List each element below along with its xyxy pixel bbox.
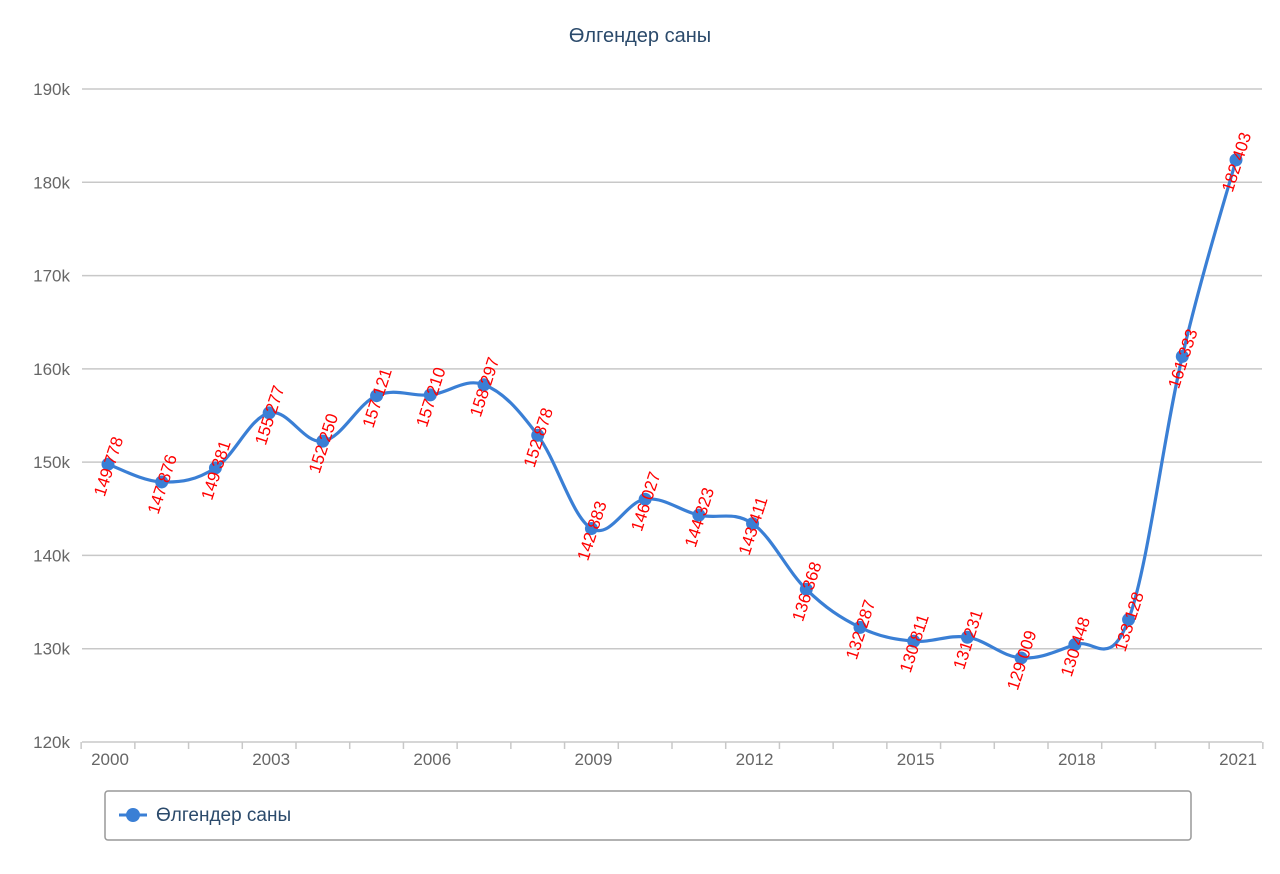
data-label-2002: 149 381 [198,438,235,502]
data-point-2000[interactable] [101,457,115,471]
chart-title: Өлгендер саны [569,25,711,47]
data-point-2010[interactable] [638,492,652,506]
data-label-2014: 132 287 [842,598,879,662]
x-tick-label: 2012 [736,750,774,769]
data-point-2001[interactable] [155,475,169,489]
data-point-2013[interactable] [799,582,813,596]
data-label-2013: 136 368 [789,559,826,623]
y-tick-label: 160k [33,360,70,379]
x-tick-label: 2003 [252,750,290,769]
legend[interactable]: Өлгендер саны [104,790,1192,841]
y-tick-label: 130k [33,640,70,659]
data-point-2003[interactable] [262,406,276,420]
x-tick-label: 2006 [413,750,451,769]
data-point-2012[interactable] [746,517,760,531]
data-point-2019[interactable] [1122,613,1136,627]
y-tick-label: 190k [33,80,70,99]
data-label-2005: 157 121 [359,366,396,430]
data-point-2004[interactable] [316,434,330,448]
data-label-2016: 131 231 [950,607,987,671]
y-tick-label: 180k [33,173,70,192]
data-point-2020[interactable] [1175,349,1189,363]
x-tick-label: 2018 [1058,750,1096,769]
data-label-2012: 143 411 [735,494,772,557]
legend-box [104,790,1192,841]
data-point-2006[interactable] [423,388,437,402]
data-point-2002[interactable] [208,461,222,475]
legend-point-marker [126,808,140,822]
data-point-2017[interactable] [1014,651,1028,665]
x-tick-label: 2021 [1219,750,1257,769]
data-point-2009[interactable] [584,522,598,536]
data-point-2021[interactable] [1229,153,1243,167]
data-label-2015: 130 811 [896,612,933,675]
y-tick-label: 120k [33,733,70,752]
data-label-2007: 158 297 [466,355,503,419]
x-tick-label: 2000 [91,750,129,769]
data-label-2004: 152 250 [305,411,342,475]
y-tick-label: 150k [33,453,70,472]
series-group [101,153,1243,665]
data-label-2018: 130 448 [1057,615,1094,679]
x-axis: 2000 2003 2006 2009 2012 2015 2018 2021 [80,742,1264,769]
gridlines [82,88,1262,743]
x-tick-label: 2015 [897,750,935,769]
data-label-2020: 161 333 [1165,327,1202,391]
y-tick-label: 170k [33,267,70,286]
y-axis: 120k 130k 140k 150k 160k 170k 180k 190k [33,80,70,752]
data-label-2017: 129 009 [1003,628,1040,692]
data-point-2007[interactable] [477,378,491,392]
data-point-2016[interactable] [960,630,974,644]
data-point-2008[interactable] [531,428,545,442]
legend-label: Өлгендер саны [156,805,291,826]
y-tick-label: 140k [33,546,70,565]
data-label-2006: 157 210 [413,365,450,429]
data-label-2019: 133 128 [1111,590,1148,654]
data-point-2018[interactable] [1068,638,1082,652]
data-label-2000: 149 778 [90,434,127,498]
data-point-2015[interactable] [907,634,921,648]
data-point-2011[interactable] [692,508,706,522]
data-point-2014[interactable] [853,620,867,634]
data-point-2005[interactable] [370,389,384,403]
x-tick-label: 2009 [575,750,613,769]
data-label-2021: 182 403 [1218,130,1255,194]
